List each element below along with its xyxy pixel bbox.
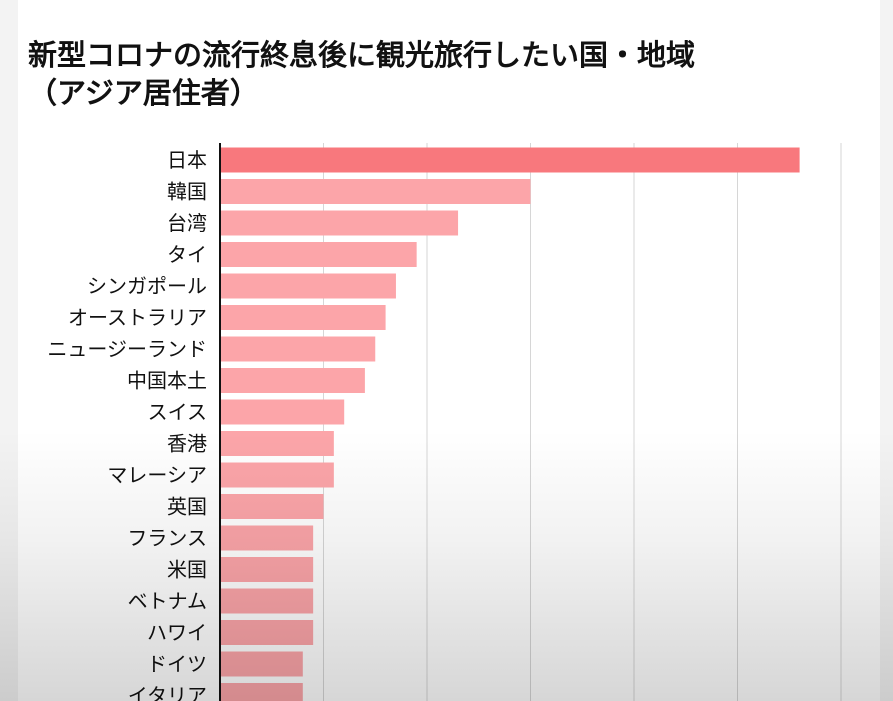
bar-5 [220,305,386,330]
bar-4 [220,273,396,299]
bar-7 [220,368,365,393]
bar-2 [220,210,459,236]
bar-9 [220,431,334,456]
bar-12 [220,525,314,551]
category-label-5: オーストラリア [68,306,207,330]
bars [220,147,800,701]
category-label-3: タイ [167,243,207,267]
bar-1 [220,179,531,204]
category-label-9: 香港 [167,432,207,456]
chart-subtitle: （アジア居住者） [28,76,259,110]
bar-8 [220,399,345,425]
category-label-10: マレーシア [107,463,207,487]
category-label-0: 日本 [167,148,207,172]
bar-16 [220,651,303,677]
category-label-12: フランス [127,526,207,550]
chart-title-block: 新型コロナの流行終息後に観光旅行したい国・地域 （アジア居住者） [28,36,868,112]
bar-3 [220,242,417,267]
category-label-13: 米国 [167,558,207,582]
category-label-17: イタリア [128,684,207,701]
category-label-4: シンガポール [87,274,207,298]
bar-11 [220,494,324,519]
bar-0 [220,147,800,173]
chart-card [18,0,880,701]
category-label-15: ハワイ [147,621,207,645]
category-label-16: ドイツ [147,652,207,676]
category-label-11: 英国 [167,495,207,519]
category-label-7: 中国本土 [127,369,207,393]
category-label-1: 韓国 [167,180,207,204]
chart-title: 新型コロナの流行終息後に観光旅行したい国・地域 [28,38,696,72]
category-label-14: ベトナム [128,589,207,613]
category-label-6: ニュージーランド [47,337,207,361]
bar-13 [220,557,314,582]
category-label-8: スイス [148,400,207,424]
bar-14 [220,588,314,614]
gridlines [323,143,842,701]
bar-10 [220,462,334,488]
category-label-2: 台湾 [167,211,207,235]
bar-17 [220,683,303,701]
bar-6 [220,336,376,362]
category-labels: 日本韓国台湾タイシンガポールオーストラリアニュージーランド中国本土スイス香港マレ… [47,148,207,701]
bar-15 [220,620,314,645]
